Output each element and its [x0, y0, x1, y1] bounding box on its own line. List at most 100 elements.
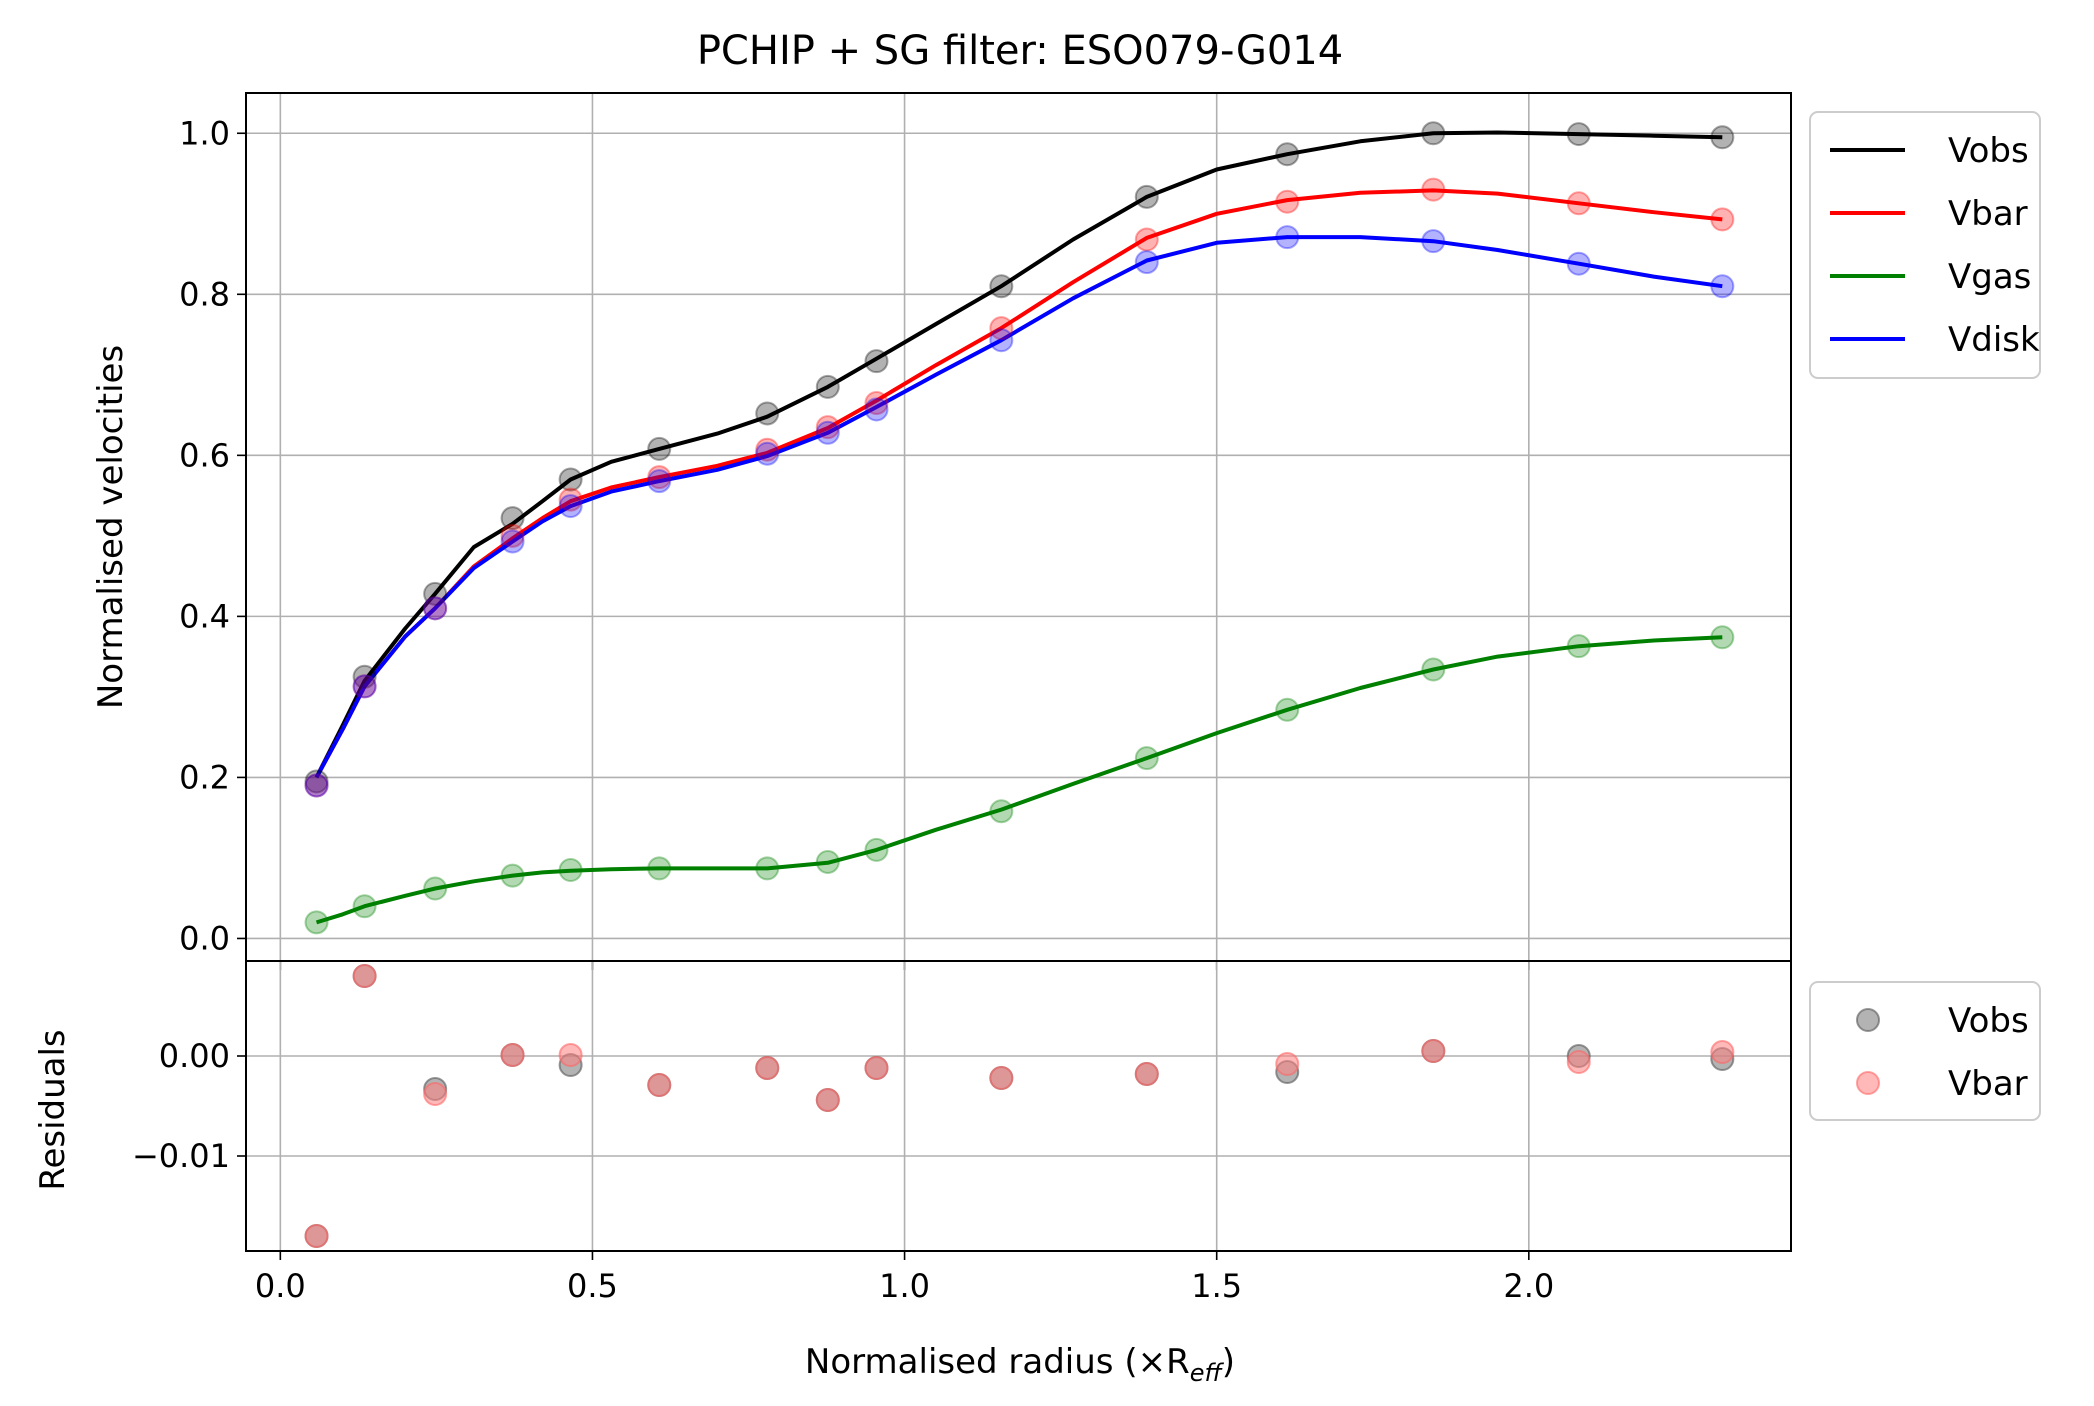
data-point-vbar: [815, 415, 840, 440]
data-point-vgas: [1275, 697, 1300, 722]
data-point-vgas: [558, 858, 583, 883]
data-point-vbar: [352, 674, 377, 699]
data-point-vdisk: [500, 529, 525, 554]
residual-point-vbar: [815, 1088, 840, 1112]
residual-point-vbar: [1566, 1050, 1591, 1074]
data-point-vbar: [989, 316, 1014, 341]
x-tick-label: 0.5: [567, 1267, 618, 1305]
data-point-vbar: [647, 465, 672, 490]
residual-point-vbar: [989, 1066, 1014, 1090]
residual-point-vbar: [1421, 1039, 1446, 1063]
velocity-y-tick-label: 0.4: [179, 597, 230, 635]
data-point-vbar: [423, 596, 448, 621]
data-point-vbar: [1710, 207, 1735, 232]
data-point-vdisk: [755, 441, 780, 466]
velocity-y-tick-label: 0.6: [179, 436, 230, 474]
x-axis-label: Normalised radius (×Reff): [805, 1342, 1235, 1387]
residuals-legend: Vobs Vbar: [1809, 981, 2041, 1121]
legend-label-vobs: Vobs: [1948, 131, 2029, 171]
legend-label-vgas: Vgas: [1948, 257, 2031, 297]
data-point-vgas: [1710, 625, 1735, 650]
legend-label-vobs: Vobs: [1948, 1001, 2029, 1041]
x-tick-label: 0.0: [255, 1267, 306, 1305]
legend-marker-vbar: [1856, 1071, 1880, 1095]
data-point-vgas: [500, 863, 525, 888]
data-point-vbar: [304, 773, 329, 798]
data-point-vgas: [1566, 634, 1591, 659]
data-point-vobs: [304, 769, 329, 794]
residuals-y-axis-label: Residuals: [33, 1029, 73, 1190]
data-point-vdisk: [815, 420, 840, 445]
velocity-y-tick-label: 0.8: [179, 275, 230, 313]
velocity-legend: Vobs Vbar Vgas Vdisk: [1809, 111, 2041, 379]
data-point-vbar: [1134, 227, 1159, 252]
data-point-vdisk: [647, 469, 672, 494]
residual-point-vbar: [500, 1043, 525, 1067]
residual-point-vbar: [304, 1224, 329, 1248]
data-point-vbar: [1421, 177, 1446, 202]
data-point-vobs: [500, 506, 525, 531]
residuals-y-tick-label: 0.00: [159, 1037, 230, 1075]
data-point-vgas: [423, 876, 448, 901]
data-point-vbar: [558, 487, 583, 512]
data-point-vdisk: [423, 596, 448, 621]
data-point-vbar: [1275, 189, 1300, 214]
series-line-vdisk: [314, 235, 1723, 779]
x-tick-label: 1.0: [879, 1267, 930, 1305]
legend-marker-vobs: [1856, 1008, 1880, 1032]
x-tick-label: 1.5: [1191, 1267, 1242, 1305]
velocity-panel: 0.0 0.2 0.4 0.6 0.8 1.0 Normalised velocities: [91, 92, 1792, 970]
data-point-vobs: [352, 664, 377, 689]
velocity-legend-box: [1809, 111, 2041, 379]
data-point-vdisk: [352, 674, 377, 699]
residual-point-vbar: [755, 1056, 780, 1080]
x-axis-label-subscript: eff: [1190, 1359, 1225, 1387]
data-point-vgas: [352, 894, 377, 919]
data-point-vobs: [1134, 184, 1159, 209]
residual-point-vbar: [423, 1082, 448, 1106]
residuals-x-ticks: 0.0 0.5 1.0 1.5 2.0: [255, 1251, 1554, 1305]
data-point-vgas: [1134, 746, 1159, 771]
residual-point-vbar: [1134, 1062, 1159, 1086]
data-point-vobs: [1421, 121, 1446, 146]
data-point-vobs: [989, 274, 1014, 299]
data-point-vobs: [755, 401, 780, 426]
data-point-vdisk: [989, 328, 1014, 353]
series-line-vobs: [314, 130, 1723, 779]
data-point-vgas: [815, 849, 840, 874]
chart-title: PCHIP + SG filter: ESO079-G014: [697, 28, 1343, 74]
residuals-panel: 0.00 −0.01 0.0 0.5 1.0 1.5 2.0 Residuals Norm…: [33, 960, 1792, 1387]
velocity-grid: [246, 93, 1791, 961]
velocity-y-tick-label: 1.0: [179, 114, 230, 152]
data-point-vobs: [1566, 122, 1591, 147]
data-point-vgas: [989, 799, 1014, 824]
series-line-vgas: [315, 635, 1723, 925]
data-point-vbar: [500, 523, 525, 548]
velocity-y-axis-label: Normalised velocities: [91, 345, 131, 709]
velocity-curves: [314, 130, 1723, 925]
data-point-vobs: [815, 374, 840, 399]
data-point-vdisk: [1710, 274, 1735, 299]
data-point-vbar: [1566, 191, 1591, 216]
legend-label-vbar: Vbar: [1948, 194, 2028, 234]
data-point-vobs: [864, 349, 889, 374]
velocity-points: [304, 121, 1735, 935]
data-point-vbar: [864, 391, 889, 415]
data-point-vdisk: [1134, 250, 1159, 275]
residuals-points: [304, 964, 1735, 1248]
data-point-vdisk: [304, 773, 329, 798]
data-point-vobs: [423, 581, 448, 606]
data-point-vdisk: [558, 494, 583, 519]
data-point-vgas: [304, 910, 329, 935]
data-point-vbar: [755, 437, 780, 462]
data-point-vgas: [647, 856, 672, 881]
residual-point-vbar: [558, 1043, 583, 1067]
velocity-y-tick-label: 0.2: [179, 758, 230, 796]
residual-point-vbar: [352, 964, 377, 988]
data-point-vgas: [755, 856, 780, 881]
data-point-vdisk: [1566, 251, 1591, 276]
velocity-y-ticks: 0.0 0.2 0.4 0.6 0.8 1.0: [179, 114, 1530, 970]
residuals-y-tick-label: −0.01: [132, 1137, 230, 1175]
data-point-vdisk: [1421, 229, 1446, 254]
data-point-vobs: [647, 436, 672, 461]
